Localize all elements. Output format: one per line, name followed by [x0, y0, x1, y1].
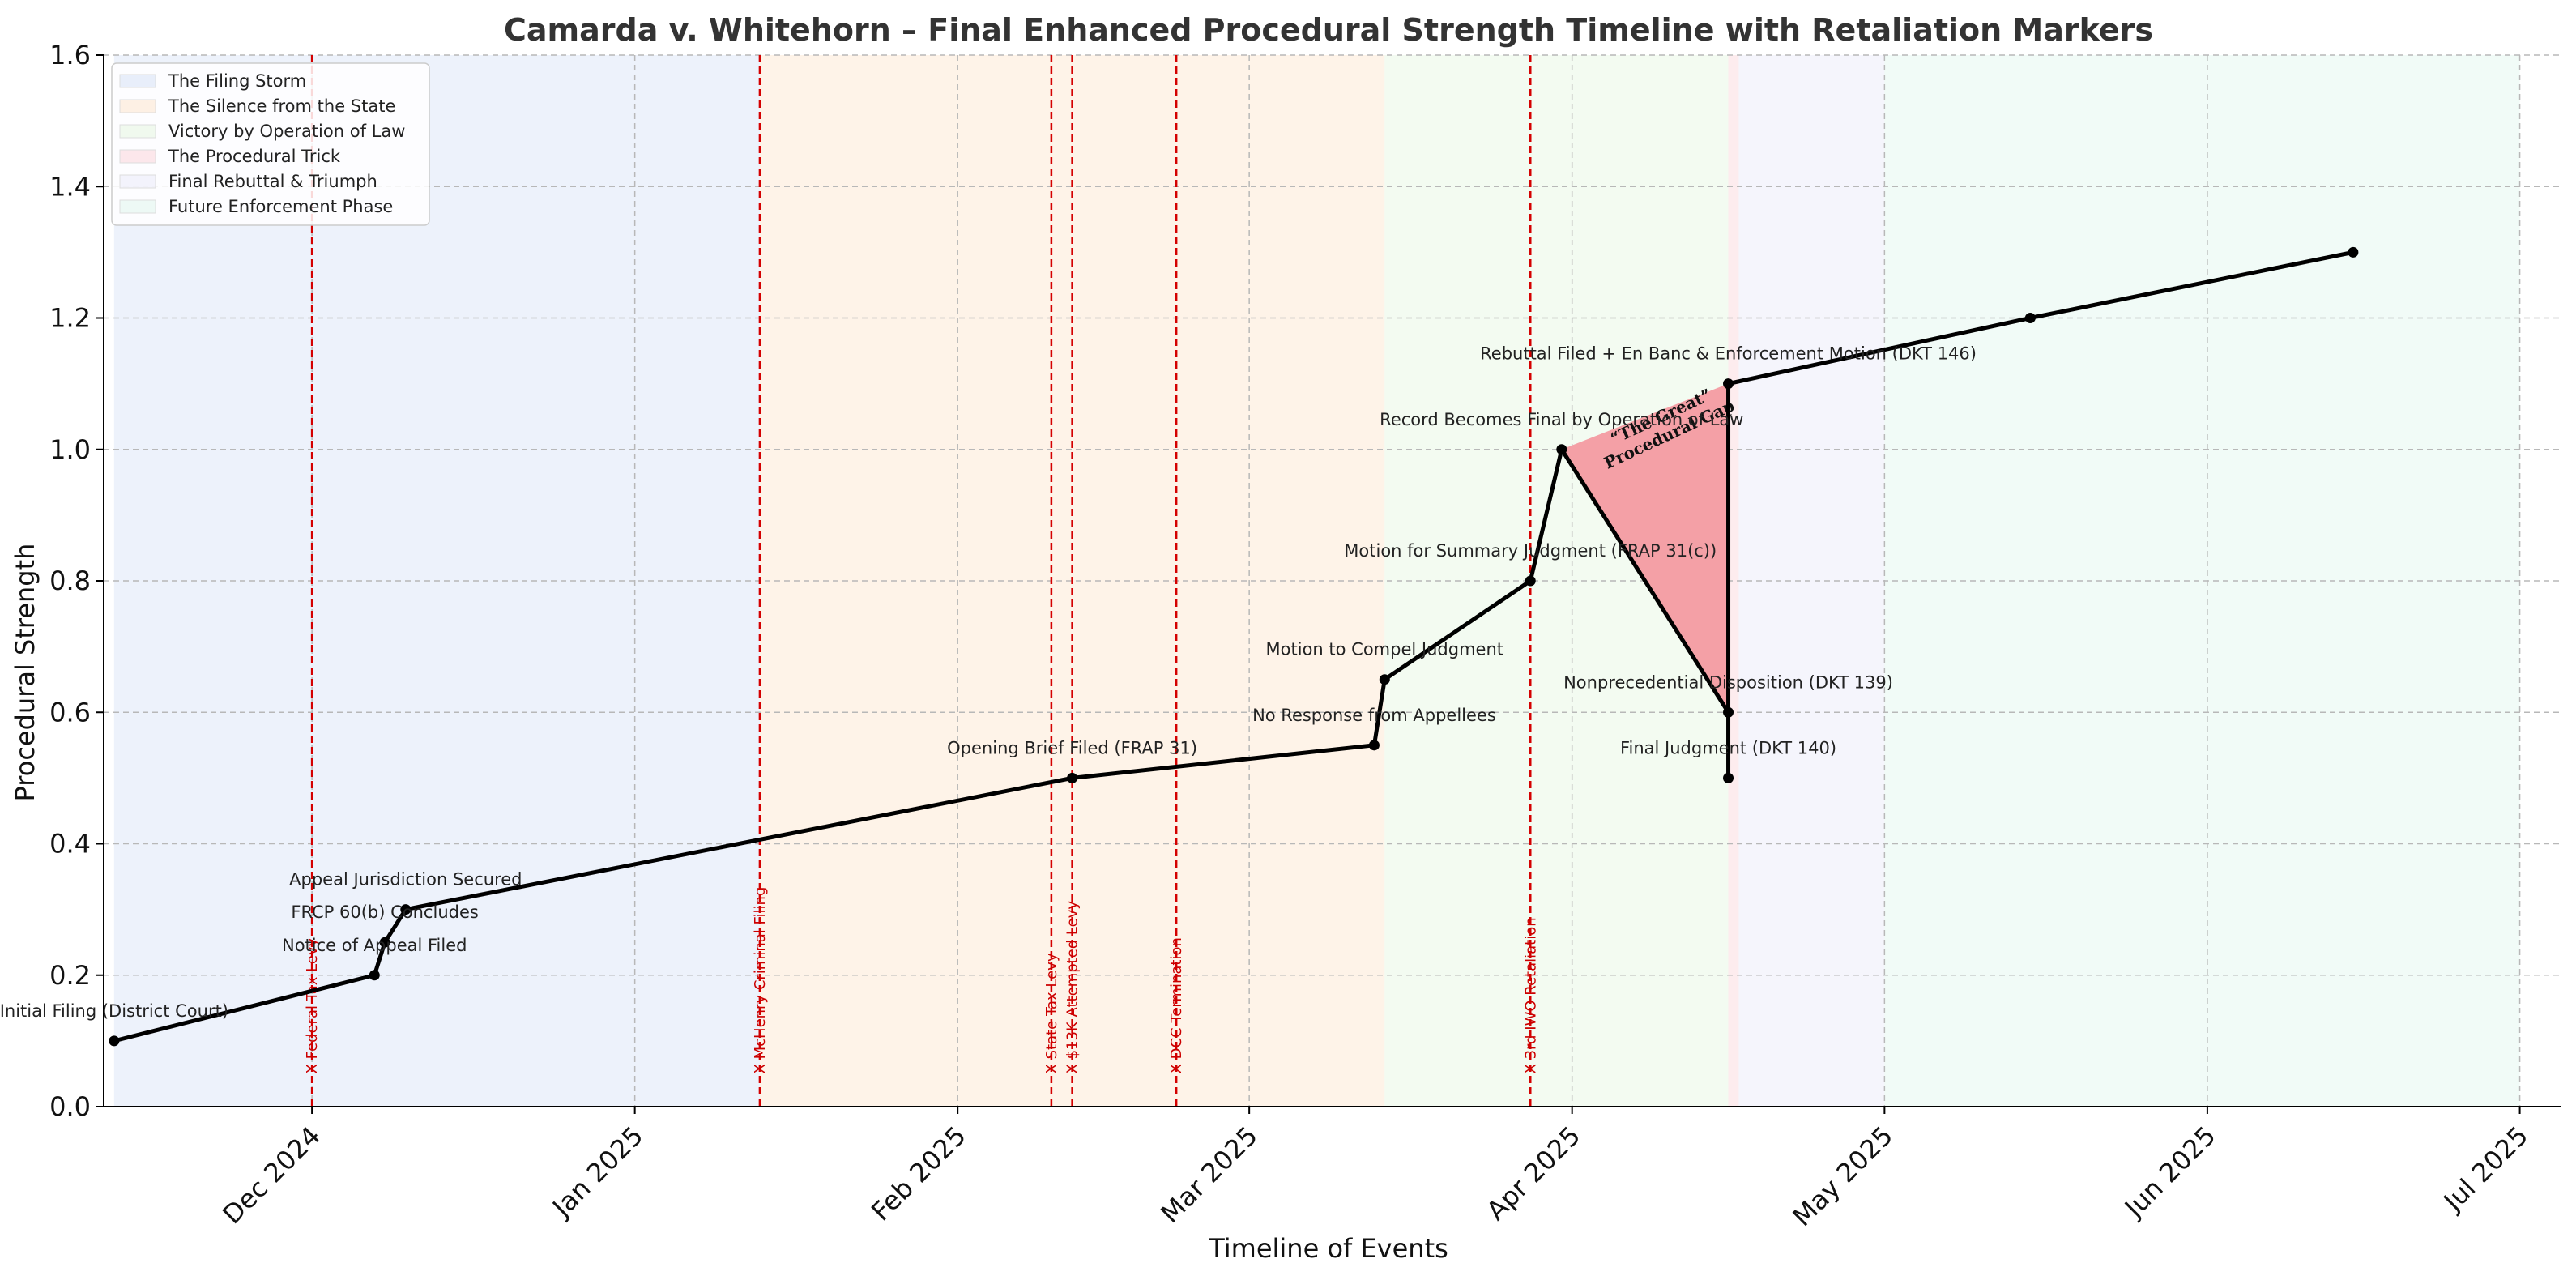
x-tick-label: Jan 2025 [545, 1120, 649, 1224]
data-label: Notice of Appeal Filed [282, 936, 467, 955]
legend-entry: Victory by Operation of Law [168, 122, 405, 141]
series-line [113, 250, 2354, 1043]
data-label: FRCP 60(b) Concludes [291, 902, 478, 922]
x-axis-label: Timeline of Events [1208, 1233, 1448, 1264]
phase-band [1738, 55, 1885, 1107]
retaliation-marker-label: X DCC Termination [1168, 937, 1185, 1073]
data-point [1723, 772, 1734, 783]
data-point [2348, 246, 2359, 258]
y-tick-label: 0.8 [49, 565, 91, 596]
x-tick-label: Jul 2025 [2437, 1120, 2534, 1218]
data-point [1723, 378, 1734, 390]
retaliation-marker-label: X State Tax Levy [1043, 953, 1060, 1073]
retaliation-marker-label: X Federal Tax Levy [304, 937, 321, 1073]
legend-entry: Future Enforcement Phase [168, 197, 393, 216]
x-tick-label: Mar 2025 [1154, 1120, 1263, 1229]
legend-swatch [119, 199, 156, 214]
data-label: Rebuttal Filed + En Banc & Enforcement M… [1480, 344, 1977, 364]
legend-entry: Final Rebuttal & Triumph [168, 172, 377, 191]
data-label: Motion for Summary Judgment (FRAP 31(c)) [1344, 541, 1717, 561]
event-annotations: Initial Filing (District Court) Notice of… [0, 344, 1977, 1021]
legend-swatch [119, 74, 156, 88]
y-tick-label: 0.2 [49, 960, 91, 991]
legend-entry: The Procedural Trick [168, 147, 341, 166]
data-label: No Response from Appellees [1252, 706, 1496, 725]
procedural-gap-polygon [1561, 383, 1729, 713]
legend-swatch [119, 174, 156, 189]
y-tick-label: 0.4 [49, 829, 91, 860]
data-point [1723, 706, 1734, 718]
legend-swatch [119, 99, 156, 113]
retaliation-marker-label: X $13K Attempted Levy [1064, 901, 1081, 1074]
y-tick-label: 1.2 [49, 303, 91, 334]
data-label: Final Judgment (DKT 140) [1620, 738, 1836, 757]
data-point [1067, 772, 1078, 783]
data-point [1556, 444, 1567, 455]
y-tick-label: 0.0 [49, 1091, 91, 1122]
strength-series [109, 246, 2359, 1047]
data-point [369, 970, 380, 981]
legend-swatch [119, 124, 156, 139]
data-label: Initial Filing (District Court) [0, 1001, 228, 1021]
data-point [109, 1035, 120, 1047]
y-tick-label: 0.6 [49, 697, 91, 727]
legend: The Filing Storm The Silence from the Sta… [111, 62, 430, 226]
data-label: Nonprecedential Disposition (DKT 139) [1563, 672, 1893, 692]
data-point [1525, 575, 1536, 587]
data-point [379, 937, 390, 948]
data-point [400, 904, 412, 915]
x-tick-label: Apr 2025 [1481, 1120, 1587, 1227]
legend-box [111, 62, 430, 226]
retaliation-marker-label: X McHenry Criminal Filing [752, 887, 769, 1074]
y-axis-label: Procedural Strength [10, 544, 41, 802]
data-label: Record Becomes Final by Operation of Law [1380, 410, 1743, 429]
x-tick-label: Jun 2025 [2118, 1120, 2221, 1224]
legend-entry: The Filing Storm [168, 71, 306, 91]
retaliation-marker-label: X 3rd IWO Retaliation [1522, 917, 1539, 1073]
retaliation-markers: X Federal Tax Levy X McHenry Criminal Fil… [304, 55, 1539, 1107]
y-tick-label: 1.6 [49, 40, 91, 70]
data-label: Motion to Compel Judgment [1266, 640, 1503, 659]
phase-band [1884, 55, 2520, 1107]
chart-title: Camarda v. Whitehorn – Final Enhanced Pr… [504, 12, 2153, 48]
data-point [2024, 313, 2036, 323]
x-tick-label: Feb 2025 [865, 1120, 972, 1227]
y-tick-label: 1.4 [49, 171, 91, 202]
x-tick-label: May 2025 [1787, 1120, 1899, 1232]
data-label: Opening Brief Filed (FRAP 31) [947, 738, 1197, 757]
x-tick-label: Dec 2024 [216, 1120, 326, 1230]
y-tick-label: 1.0 [49, 434, 91, 465]
data-point [1368, 740, 1380, 751]
data-label: Appeal Jurisdiction Secured [289, 870, 522, 890]
data-point [1379, 674, 1390, 685]
legend-entry: The Silence from the State [168, 96, 395, 116]
legend-swatch [119, 149, 156, 164]
